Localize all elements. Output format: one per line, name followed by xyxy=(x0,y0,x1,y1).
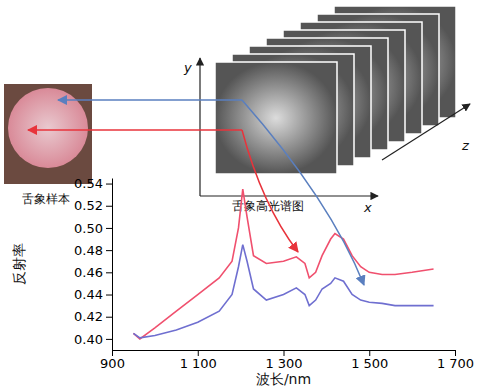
y-tick-label: 0.46 xyxy=(74,265,103,280)
x-tick-mark xyxy=(198,350,199,356)
arrows xyxy=(28,100,364,285)
y-tick-label: 0.54 xyxy=(74,176,103,191)
x-tick: 1 500 xyxy=(351,350,388,371)
arrow xyxy=(242,100,364,285)
x-axis: 900 1 100 1 300 1 500 1 700 xyxy=(100,350,474,371)
y-tick-mark xyxy=(106,206,112,207)
y-tick: 0.42 xyxy=(74,309,112,324)
x-tick: 1 100 xyxy=(180,350,217,371)
x-tick-mark xyxy=(369,350,370,356)
hyperspectral-cube xyxy=(215,6,456,174)
series-line xyxy=(133,245,433,338)
y-tick-mark xyxy=(106,250,112,251)
x-tick: 900 xyxy=(100,350,125,371)
cube-axis-label: y xyxy=(183,60,192,75)
y-tick-label: 0.50 xyxy=(74,221,103,236)
y-tick-mark xyxy=(106,272,112,273)
y-tick-label: 0.48 xyxy=(74,243,103,258)
y-tick-label: 0.52 xyxy=(74,198,103,213)
y-tick: 0.44 xyxy=(74,287,112,302)
y-tick: 0.46 xyxy=(74,265,112,280)
x-tick-mark xyxy=(455,350,456,356)
plot-area xyxy=(133,189,433,339)
y-tick-mark xyxy=(106,295,112,296)
y-tick: 0.48 xyxy=(74,243,112,258)
y-tick: 0.50 xyxy=(74,221,112,236)
y-axis: 0.40 0.42 0.44 0.46 0.48 0.50 0.52 0.54 xyxy=(74,176,112,350)
spectral-band xyxy=(215,62,337,174)
x-tick: 1 300 xyxy=(265,350,302,371)
cube-axis xyxy=(199,58,200,196)
cube-axis-label: x xyxy=(363,200,372,215)
sample-label: 舌象样本 xyxy=(22,192,70,206)
y-tick-label: 0.42 xyxy=(74,309,103,324)
photo-background xyxy=(4,84,92,184)
x-tick-label: 1 100 xyxy=(180,356,217,371)
arrow xyxy=(242,130,298,252)
x-tick-label: 1 300 xyxy=(265,356,302,371)
y-tick: 0.52 xyxy=(74,198,112,213)
figure: 舌象样本yxz舌象高光谱图9001 1001 3001 5001 7000.40… xyxy=(0,0,482,390)
cube-axis-label: z xyxy=(461,138,470,153)
x-tick-label: 1 700 xyxy=(437,356,474,371)
y-tick: 0.40 xyxy=(74,332,112,347)
y-tick: 0.54 xyxy=(74,176,112,191)
y-tick-mark xyxy=(106,339,112,340)
band-image xyxy=(215,62,337,174)
y-axis-title: 反射率 xyxy=(11,243,27,285)
series-line xyxy=(133,189,433,339)
y-tick-mark xyxy=(106,184,112,185)
y-tick-label: 0.44 xyxy=(74,287,103,302)
arrow xyxy=(58,99,242,101)
arrow xyxy=(28,129,242,131)
x-tick-mark xyxy=(112,350,113,356)
cube-axis xyxy=(200,195,378,196)
x-tick-label: 1 500 xyxy=(351,356,388,371)
y-tick-mark xyxy=(106,317,112,318)
tongue-photo xyxy=(4,84,92,184)
y-tick-mark xyxy=(106,228,112,229)
x-axis-title: 波长/nm xyxy=(256,371,311,387)
y-axis-line xyxy=(112,179,113,351)
x-tick-mark xyxy=(284,350,285,356)
x-tick-label: 900 xyxy=(100,356,125,371)
cube-axis xyxy=(382,104,470,160)
y-tick-label: 0.40 xyxy=(74,332,103,347)
x-tick: 1 700 xyxy=(437,350,474,371)
